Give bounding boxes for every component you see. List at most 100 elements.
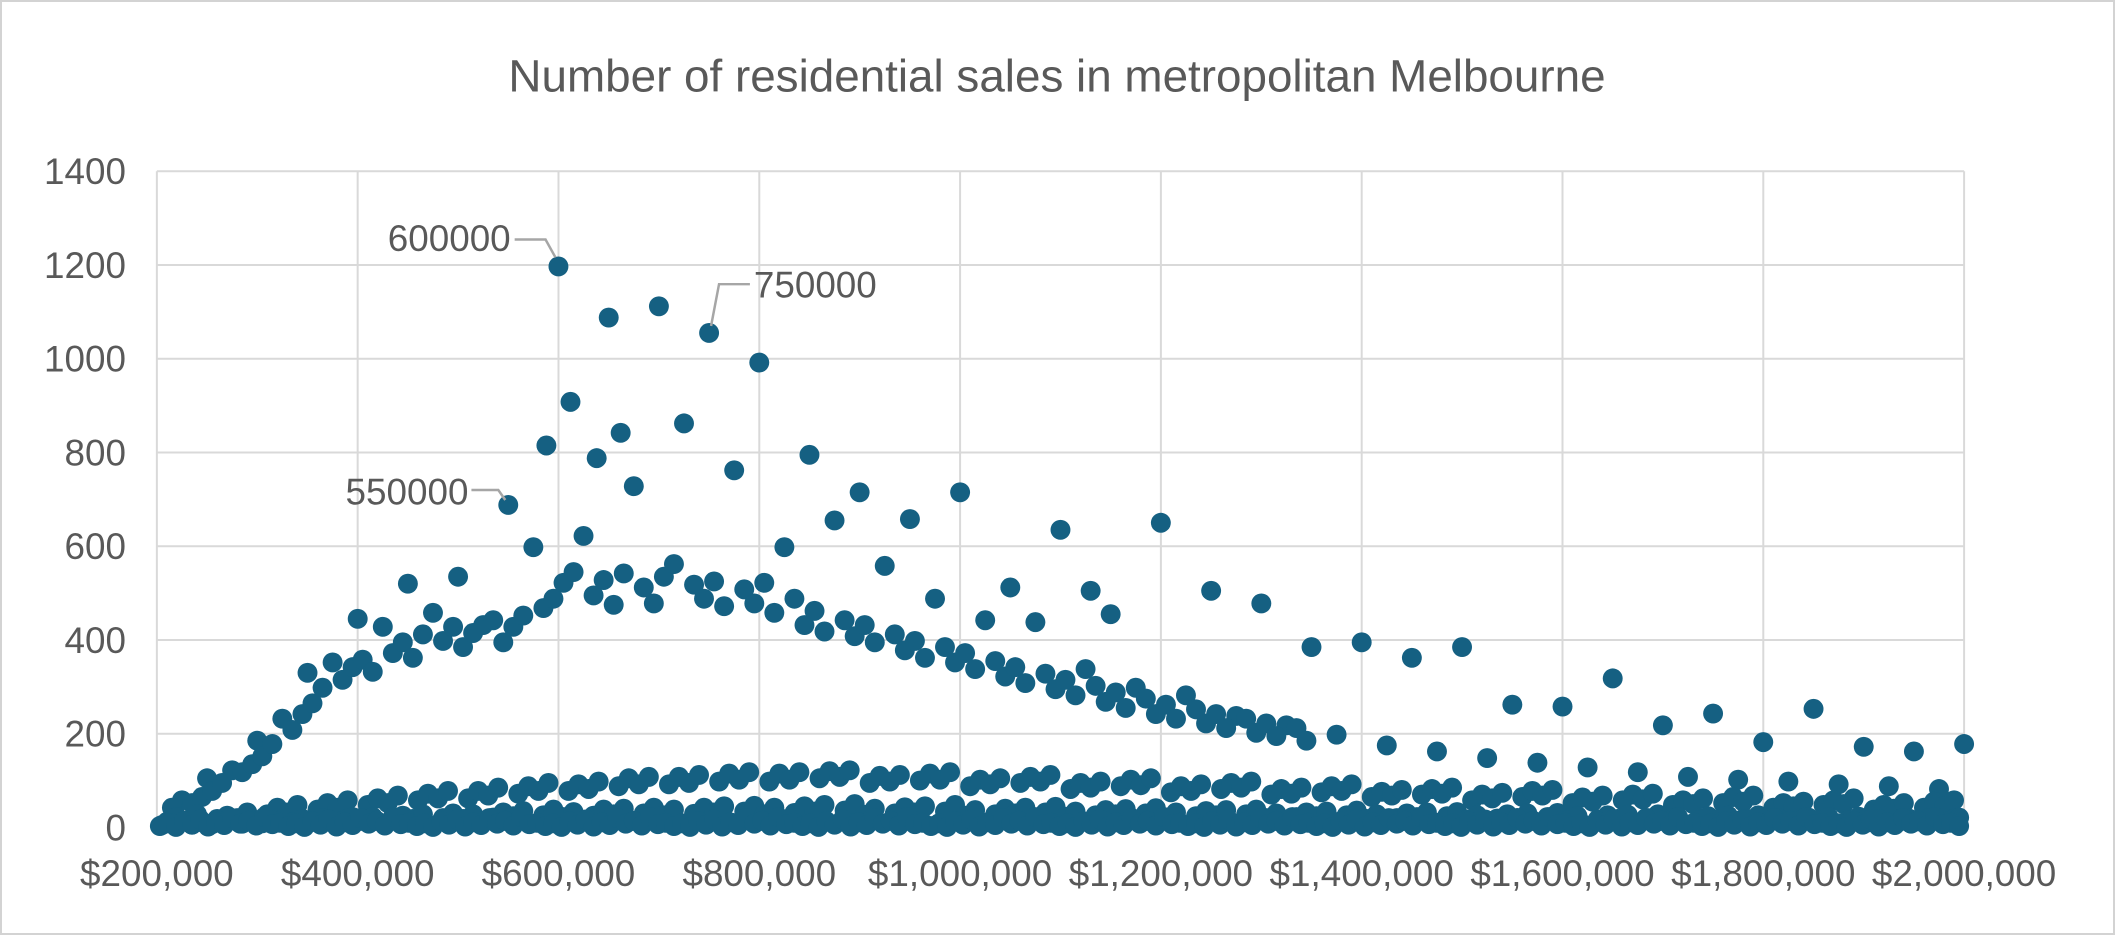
data-point[interactable]: [940, 762, 961, 783]
data-point[interactable]: [834, 610, 855, 631]
data-point[interactable]: [1853, 736, 1874, 757]
data-point[interactable]: [543, 588, 564, 609]
data-point[interactable]: [663, 554, 684, 575]
data-point[interactable]: [749, 352, 770, 373]
data-point[interactable]: [1085, 675, 1106, 696]
data-point[interactable]: [1703, 703, 1724, 724]
data-point[interactable]: [1135, 688, 1156, 709]
data-point[interactable]: [950, 482, 971, 503]
data-point[interactable]: [814, 794, 835, 815]
data-point[interactable]: [513, 605, 534, 626]
data-point[interactable]: [1175, 685, 1196, 706]
data-point[interactable]: [1903, 741, 1924, 762]
data-point[interactable]: [448, 566, 469, 587]
data-point[interactable]: [488, 777, 509, 798]
data-point[interactable]: [1527, 752, 1548, 773]
data-point[interactable]: [1878, 776, 1899, 797]
data-point[interactable]: [904, 630, 925, 651]
data-point[interactable]: [804, 600, 825, 621]
data-point[interactable]: [1100, 604, 1121, 625]
data-point[interactable]: [864, 632, 885, 653]
data-point[interactable]: [1090, 771, 1111, 792]
data-point[interactable]: [1201, 580, 1222, 601]
annotation-label[interactable]: 600000: [388, 218, 511, 259]
data-point[interactable]: [633, 577, 654, 598]
data-point[interactable]: [573, 525, 594, 546]
data-point[interactable]: [1351, 632, 1372, 653]
data-point[interactable]: [536, 435, 557, 456]
data-point[interactable]: [493, 632, 514, 653]
data-point[interactable]: [1552, 696, 1573, 717]
data-point[interactable]: [586, 448, 607, 469]
data-point[interactable]: [689, 765, 709, 785]
data-point[interactable]: [714, 596, 735, 617]
data-point[interactable]: [1743, 785, 1764, 806]
data-point[interactable]: [1678, 766, 1698, 787]
data-point[interactable]: [337, 790, 358, 811]
data-point[interactable]: [1266, 726, 1287, 747]
data-point[interactable]: [623, 476, 644, 497]
data-point[interactable]: [1241, 771, 1262, 792]
data-point[interactable]: [610, 422, 631, 443]
data-point[interactable]: [784, 588, 805, 609]
data-point[interactable]: [1843, 788, 1864, 809]
data-point[interactable]: [1477, 748, 1498, 769]
data-point[interactable]: [453, 637, 474, 657]
data-point[interactable]: [744, 593, 765, 614]
data-point[interactable]: [925, 588, 945, 609]
data-point[interactable]: [1778, 771, 1799, 792]
data-point[interactable]: [1793, 791, 1814, 812]
data-point[interactable]: [1080, 580, 1101, 601]
data-point[interactable]: [262, 734, 283, 754]
data-point[interactable]: [387, 785, 408, 806]
data-point[interactable]: [598, 307, 619, 328]
data-point[interactable]: [638, 766, 659, 787]
data-point[interactable]: [1391, 779, 1412, 800]
data-point[interactable]: [1652, 715, 1673, 736]
data-point[interactable]: [1592, 785, 1613, 806]
data-point[interactable]: [1828, 774, 1849, 795]
data-point[interactable]: [402, 647, 423, 668]
data-point[interactable]: [1015, 673, 1036, 694]
data-point[interactable]: [643, 593, 664, 614]
data-point[interactable]: [1301, 637, 1322, 657]
data-point[interactable]: [1954, 734, 1975, 754]
data-point[interactable]: [1944, 790, 1965, 811]
data-point[interactable]: [392, 632, 413, 653]
data-point[interactable]: [1206, 704, 1227, 724]
data-point[interactable]: [463, 623, 484, 643]
data-point[interactable]: [1191, 774, 1212, 795]
data-point[interactable]: [1753, 732, 1774, 753]
data-point[interactable]: [1442, 777, 1463, 798]
data-point[interactable]: [699, 323, 720, 343]
data-point[interactable]: [613, 563, 634, 584]
data-point[interactable]: [1025, 612, 1046, 633]
data-point[interactable]: [312, 677, 333, 698]
data-point[interactable]: [1140, 768, 1161, 789]
data-point[interactable]: [1035, 663, 1056, 684]
data-point[interactable]: [397, 573, 418, 594]
data-point[interactable]: [674, 413, 694, 434]
data-point[interactable]: [889, 765, 910, 785]
data-point[interactable]: [1155, 694, 1176, 715]
data-point[interactable]: [498, 494, 519, 515]
data-point[interactable]: [1492, 782, 1513, 803]
data-point[interactable]: [794, 615, 815, 635]
data-point[interactable]: [1803, 698, 1824, 719]
data-point[interactable]: [899, 509, 920, 530]
data-point[interactable]: [789, 762, 810, 783]
data-point[interactable]: [1893, 793, 1914, 814]
data-point[interactable]: [839, 760, 860, 781]
data-point[interactable]: [1166, 708, 1186, 729]
data-point[interactable]: [774, 537, 795, 558]
data-point[interactable]: [560, 391, 581, 412]
data-point[interactable]: [433, 630, 453, 651]
data-point[interactable]: [1251, 593, 1272, 614]
data-point[interactable]: [1296, 730, 1317, 751]
data-point[interactable]: [965, 659, 986, 679]
data-point[interactable]: [915, 647, 935, 668]
data-point[interactable]: [593, 570, 614, 590]
data-point[interactable]: [1693, 788, 1713, 809]
annotation-label[interactable]: 550000: [346, 472, 469, 513]
data-point[interactable]: [212, 772, 233, 793]
